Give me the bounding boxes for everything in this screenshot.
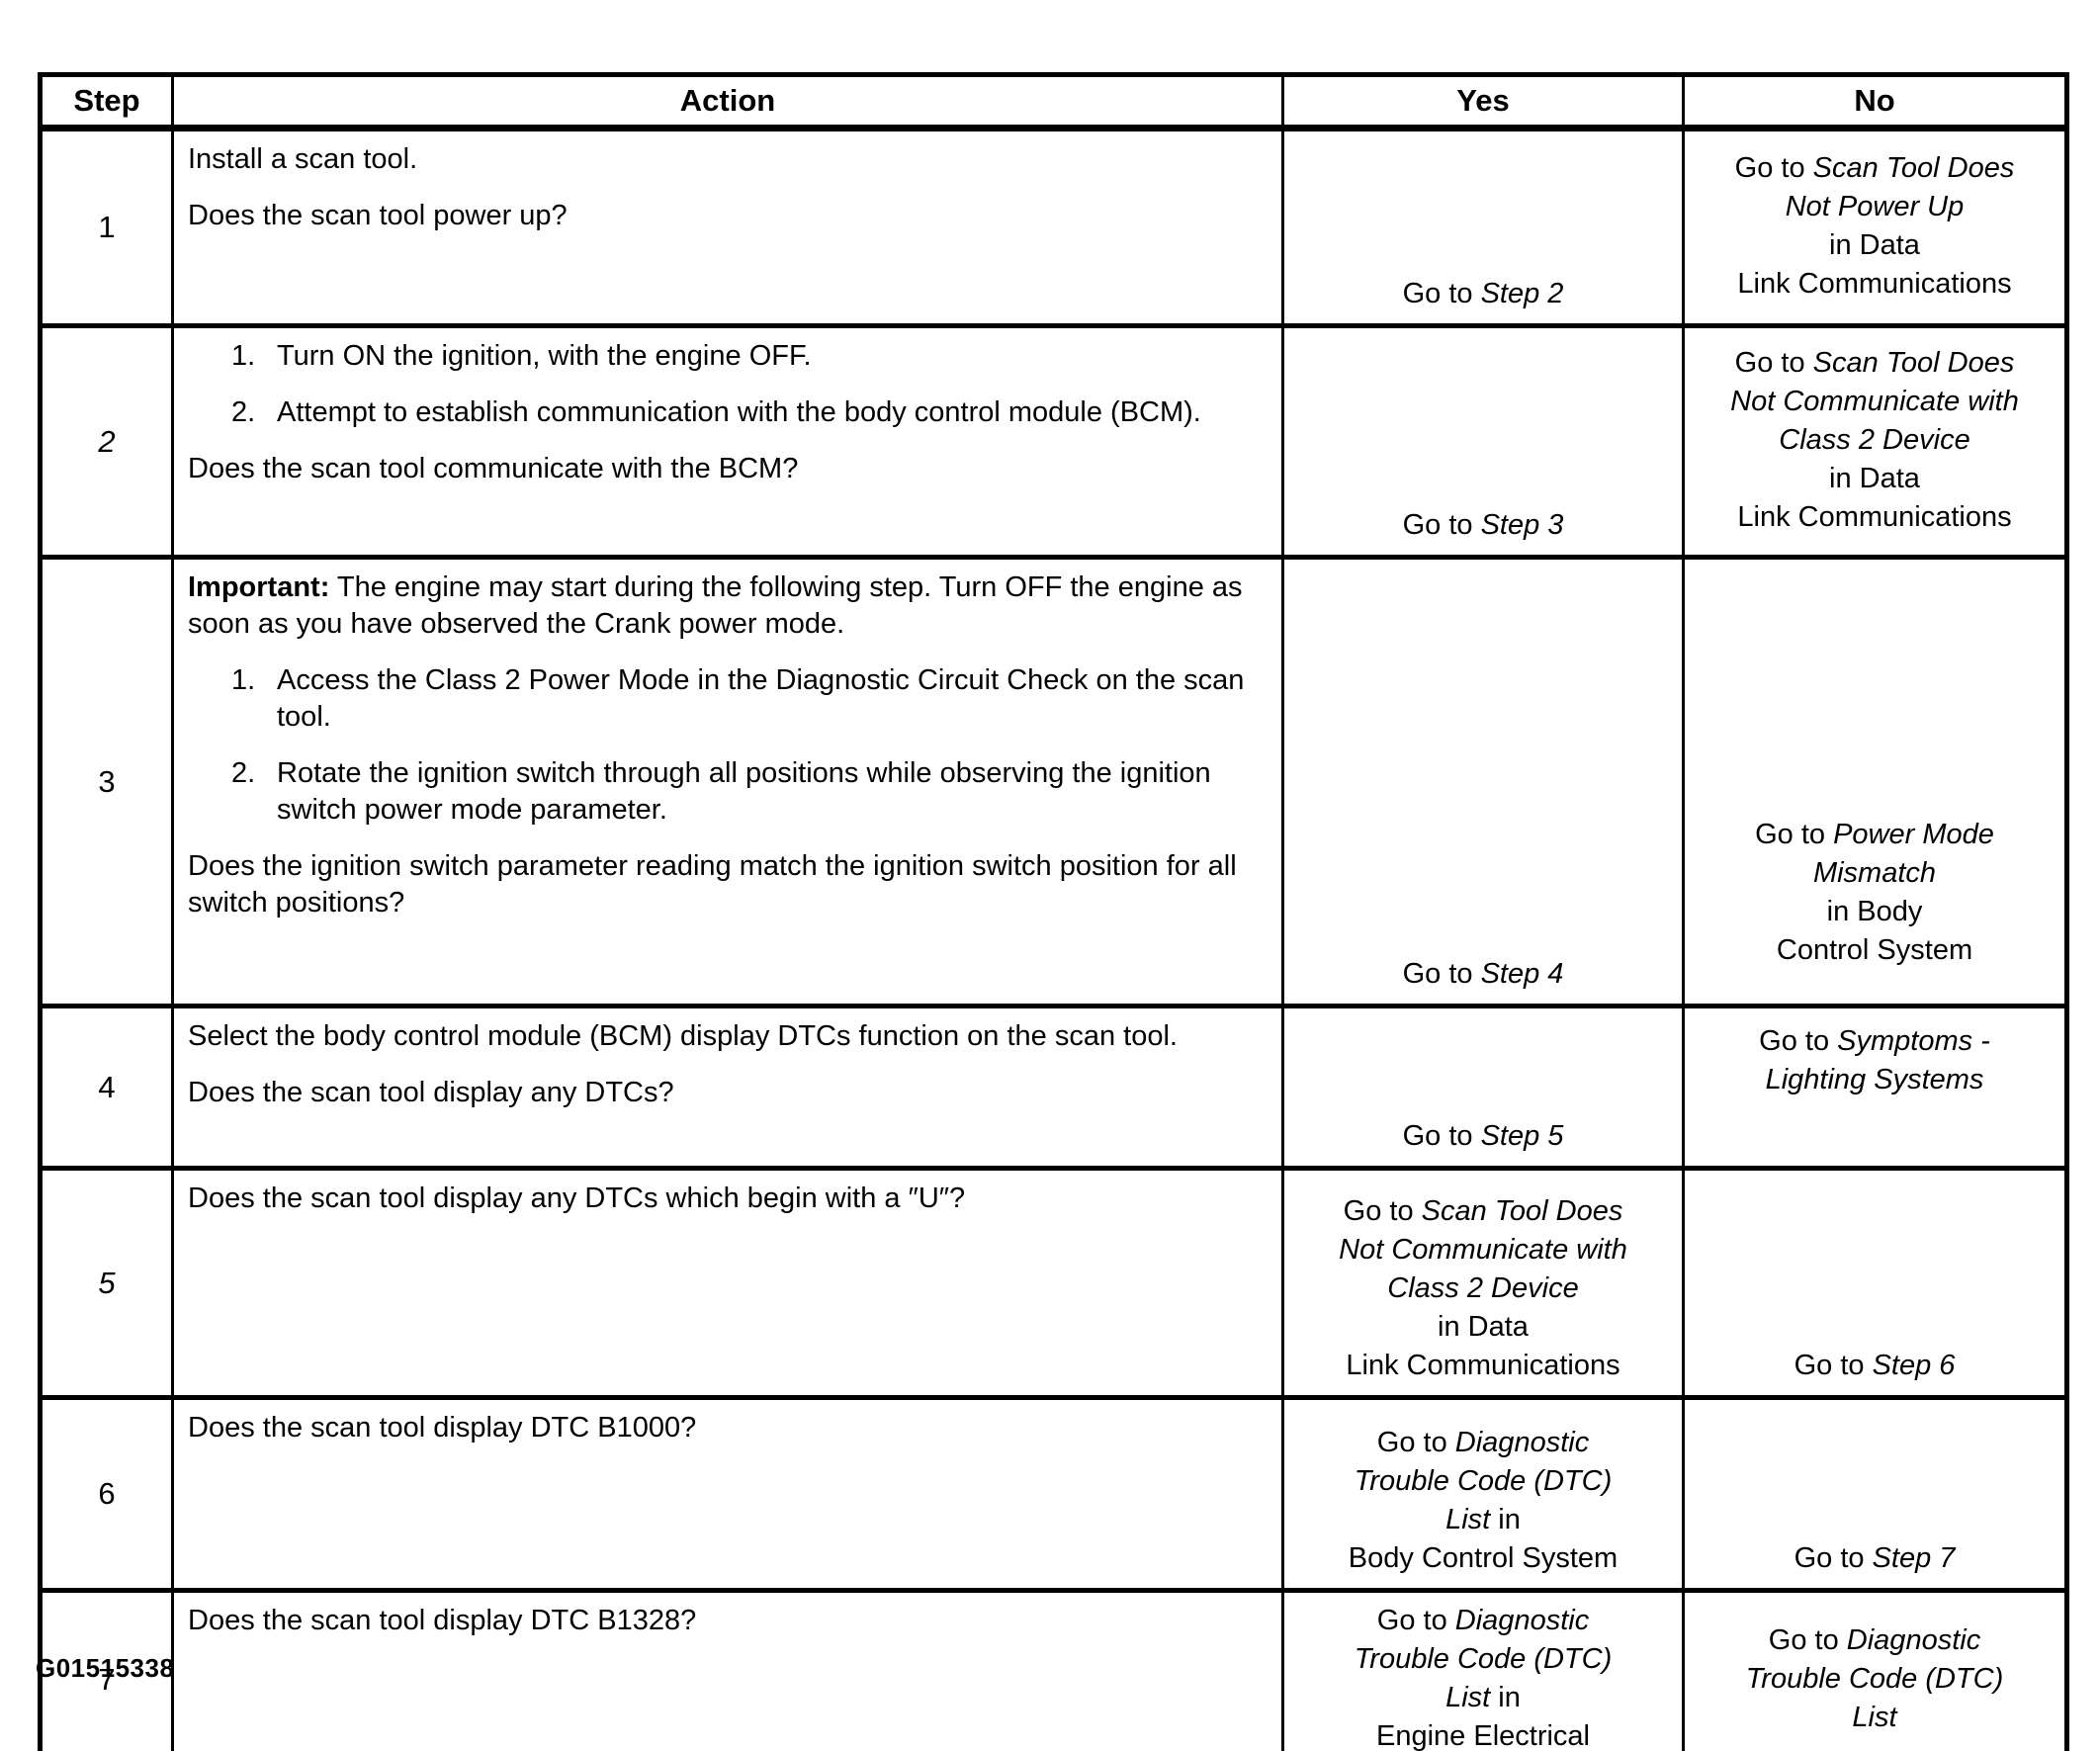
no-cell-2: Go to Scan Tool Does Not Communicate with…: [1682, 323, 2068, 560]
yes-cell-7: Go to Diagnostic Trouble Code (DTC) List i…: [1281, 1588, 1685, 1751]
action-cell-5: Does the scan tool display any DTCs whic…: [171, 1166, 1284, 1400]
step-number-6: 6: [39, 1395, 174, 1593]
action-cell-4: Select the body control module (BCM) dis…: [171, 1004, 1284, 1171]
table-row-step-6: 6 Does the scan tool display DTC B1000? …: [39, 1395, 2068, 1593]
table-row-step-1: 1 Install a scan tool. Does the scan tool…: [39, 126, 2068, 328]
yes-cell-2: Go to Step 3: [1281, 323, 1685, 560]
table-row-step-4: 4 Select the body control module (BCM) d…: [39, 1004, 2068, 1171]
step-number-2: 2: [39, 323, 174, 560]
header-row: Step Action Yes No: [39, 72, 2068, 131]
no-cell-7: Go to Diagnostic Trouble Code (DTC) List: [1682, 1588, 2068, 1751]
table-row-step-7: 7 Does the scan tool display DTC B1328? …: [39, 1588, 2068, 1751]
diagnostic-table: Step Action Yes No 1 Install a scan tool…: [38, 72, 2069, 1751]
header-step: Step: [39, 72, 174, 131]
header-action: Action: [171, 72, 1284, 131]
header-yes: Yes: [1281, 72, 1685, 131]
yes-cell-3: Go to Step 4: [1281, 555, 1685, 1008]
step-number-1: 1: [39, 126, 174, 328]
header-no: No: [1682, 72, 2068, 131]
action-cell-7: Does the scan tool display DTC B1328?: [171, 1588, 1284, 1751]
step-number-7: 7: [39, 1588, 174, 1751]
no-cell-3: Go to Power Mode Mismatch in Body Control S…: [1682, 555, 2068, 1008]
action-cell-2: 1. Turn ON the ignition, with the engine …: [171, 323, 1284, 560]
table-row-step-2: 2 1. Turn ON the ignition, with the engin…: [39, 323, 2068, 560]
action-cell-6: Does the scan tool display DTC B1000?: [171, 1395, 1284, 1593]
no-cell-6: Go to Step 7: [1682, 1395, 2068, 1593]
action-cell-3: Important: The engine may start during t…: [171, 555, 1284, 1008]
figure-id-label: G01515338: [36, 1653, 175, 1683]
step-number-4: 4: [39, 1004, 174, 1171]
yes-cell-6: Go to Diagnostic Trouble Code (DTC) List i…: [1281, 1395, 1685, 1593]
no-cell-5: Go to Step 6: [1682, 1166, 2068, 1400]
step-number-5: 5: [39, 1166, 174, 1400]
yes-cell-5: Go to Scan Tool Does Not Communicate with…: [1281, 1166, 1685, 1400]
no-cell-4: Go to Symptoms - Lighting Systems: [1682, 1004, 2068, 1171]
table-row-step-3: 3 Important: The engine may start during…: [39, 555, 2068, 1008]
yes-cell-1: Go to Step 2: [1281, 126, 1685, 328]
table-row-step-5: 5 Does the scan tool display any DTCs wh…: [39, 1166, 2068, 1400]
yes-cell-4: Go to Step 5: [1281, 1004, 1685, 1171]
step-number-3: 3: [39, 555, 174, 1008]
no-cell-1: Go to Scan Tool Does Not Power Up in Data L…: [1682, 126, 2068, 328]
action-cell-1: Install a scan tool. Does the scan tool p…: [171, 126, 1284, 328]
